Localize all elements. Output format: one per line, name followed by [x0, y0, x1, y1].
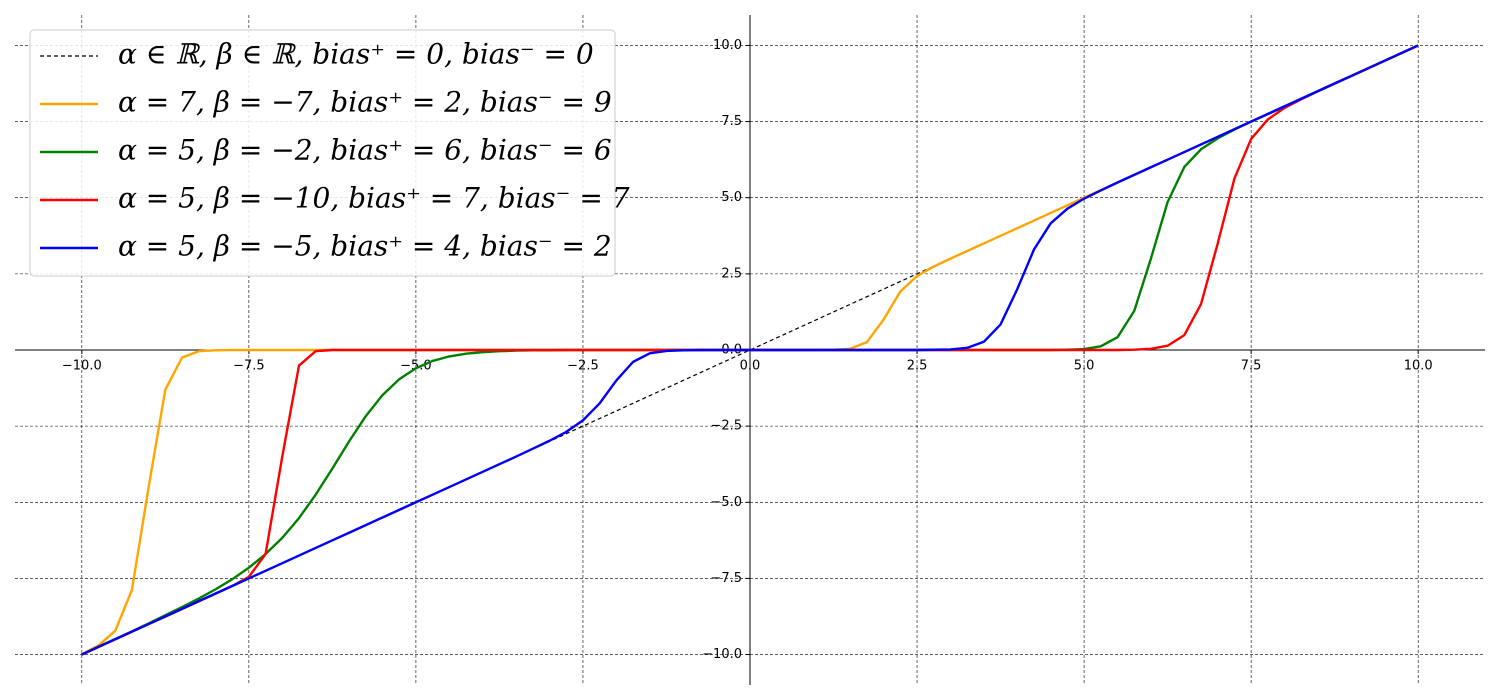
legend-label: α ∈ ℝ, β ∈ ℝ, bias⁺ = 0, bias⁻ = 0	[118, 38, 594, 71]
legend-label: α = 5, β = −5, bias⁺ = 4, bias⁻ = 2	[118, 230, 612, 263]
x-tick-label: 2.5	[907, 359, 928, 374]
y-tick-label: −7.5	[710, 571, 742, 586]
x-tick-label: −2.5	[567, 359, 599, 374]
x-tick-label: 5.0	[1074, 359, 1095, 374]
y-tick-label: 7.5	[721, 114, 742, 129]
y-tick-label: −10.0	[702, 647, 742, 662]
y-tick-label: 10.0	[713, 38, 742, 53]
x-tick-label: −10.0	[62, 359, 102, 374]
legend-label: α = 5, β = −10, bias⁺ = 7, bias⁻ = 7	[118, 182, 630, 215]
x-tick-label: −5.0	[400, 359, 432, 374]
y-tick-label: −2.5	[710, 419, 742, 434]
legend-label: α = 5, β = −2, bias⁺ = 6, bias⁻ = 6	[118, 134, 612, 167]
x-tick-label: 10.0	[1404, 359, 1433, 374]
y-tick-label: 5.0	[721, 190, 742, 205]
legend-label: α = 7, β = −7, bias⁺ = 2, bias⁻ = 9	[118, 86, 612, 119]
legend: α ∈ ℝ, β ∈ ℝ, bias⁺ = 0, bias⁻ = 0 α = 7,…	[29, 29, 630, 277]
legend-box	[29, 29, 616, 277]
x-tick-label: −7.5	[233, 359, 265, 374]
line-series	[81, 44, 1419, 656]
y-tick-label: 2.5	[721, 266, 742, 281]
x-tick-label: 7.5	[1241, 359, 1262, 374]
y-tick-label: −5.0	[710, 495, 742, 510]
